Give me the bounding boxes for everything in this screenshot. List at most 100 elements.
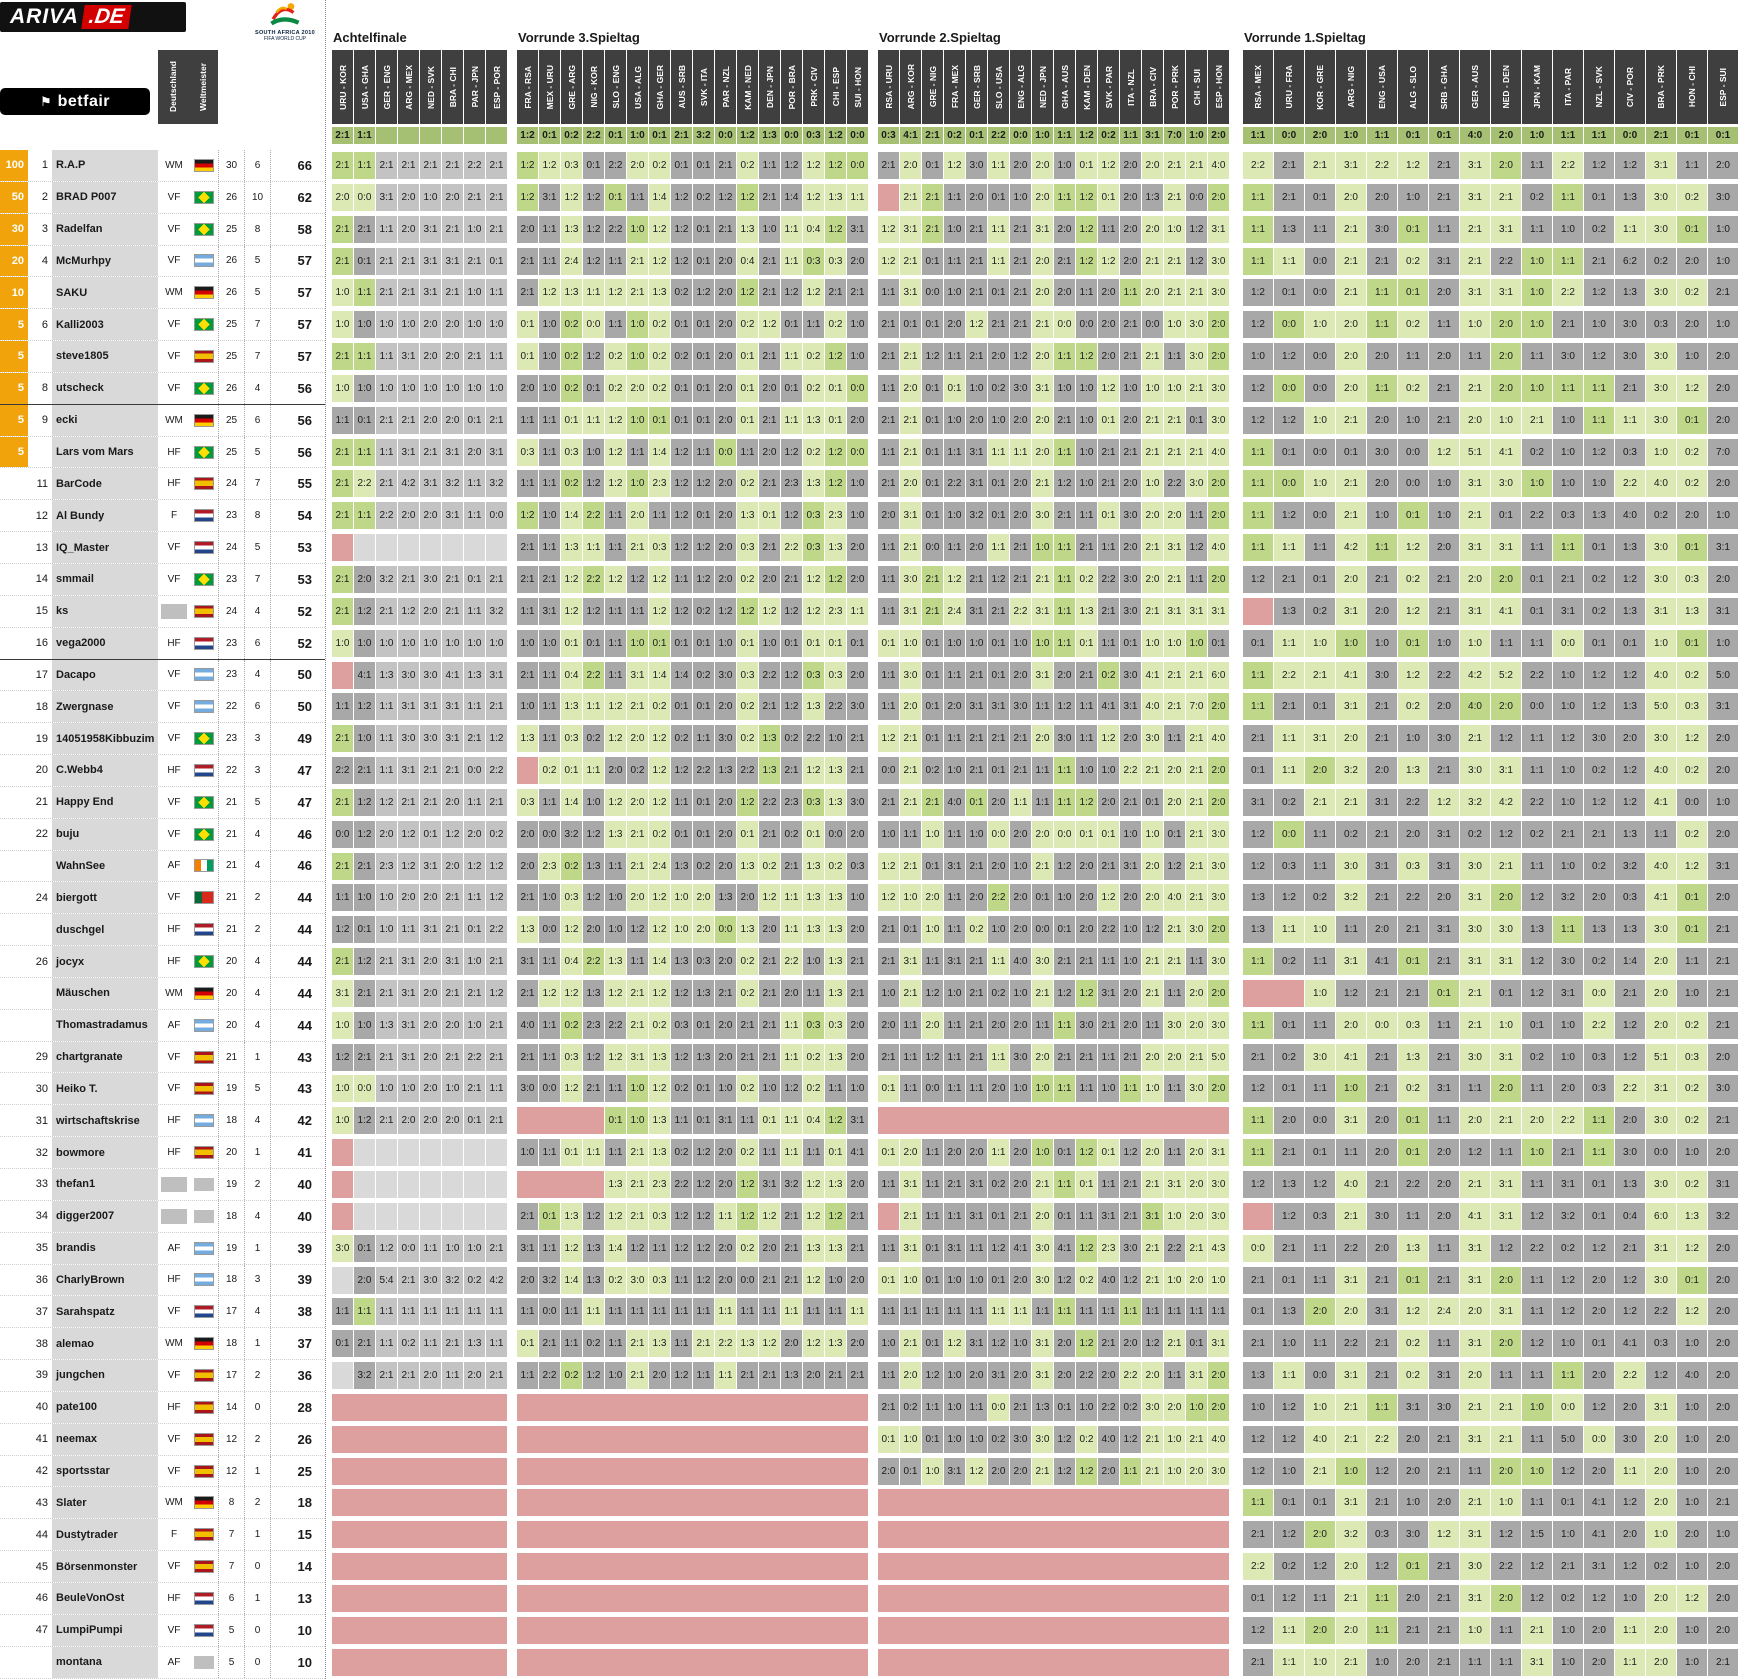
total-points: 57 [270, 309, 318, 341]
prediction-cell: 2:0 [420, 1043, 441, 1071]
prediction-cell: 1:1 [1076, 725, 1097, 753]
prediction-cell: 2:1 [1398, 916, 1428, 944]
prediction-cell: 3:1 [900, 279, 921, 307]
betfair-logo[interactable]: ⚑ betfair [0, 88, 150, 115]
prediction-cell: 3:0 [1032, 948, 1053, 976]
prediction-cell [376, 1171, 397, 1198]
prediction-cell: 2:0 [1164, 1043, 1185, 1071]
prediction-cell: 2:0 [398, 502, 419, 530]
prediction-cell: 1:1 [944, 247, 965, 275]
prediction-cell: 1:2 [988, 1330, 1009, 1358]
prediction-cell: 3:0 [847, 693, 868, 721]
result-cell: 7:0 [1164, 127, 1185, 144]
prediction-cell: 1:3 [605, 820, 626, 848]
stat-tendencies: 6 [218, 1582, 244, 1614]
total-points: 41 [270, 1137, 318, 1168]
prediction-cell: 1:1 [781, 884, 802, 912]
champion-flag-icon [194, 445, 214, 459]
prediction-cell: 1:2 [1615, 1298, 1645, 1326]
match-header: SLO - ENG [605, 50, 626, 124]
match-header-label: SLO - USA [993, 65, 1004, 109]
prediction-cell: 0:3 [1584, 1075, 1614, 1103]
prediction-cell: 4:0 [1615, 502, 1645, 530]
prediction-cell: 2:0 [900, 1362, 921, 1390]
prediction-cell: 1:2 [671, 247, 692, 275]
prediction-cell: 2:1 [900, 788, 921, 816]
champion-flag-icon [194, 763, 214, 777]
prediction-cell: 1:2 [354, 597, 375, 625]
match-header-label: GHA - GER [654, 64, 665, 110]
total-points: 57 [270, 245, 318, 277]
prediction-cell: 3:1 [1336, 152, 1366, 179]
prediction-cell: 1:1 [539, 788, 560, 816]
prediction-cell: 2:1 [1164, 183, 1185, 211]
prediction-cell: 2:1 [1054, 948, 1075, 976]
prediction-cell: 0:1 [922, 629, 943, 657]
prediction-cell: 1:4 [605, 1234, 626, 1262]
prediction-cell: 1:1 [1142, 1298, 1163, 1326]
prediction-cell: 1:1 [1491, 1139, 1521, 1167]
prediction-row: 2:1 2:1 2:1 4:0 0:1 2:0 1:1 1:1 1:1 1:2 2:0 2:1 0:1 2… [878, 787, 1229, 819]
prediction-cell: 3:0 [715, 661, 736, 689]
prediction-cell: 1:2 [966, 311, 987, 339]
prediction-cell: 1:1 [878, 1298, 899, 1326]
player-row: 5 6 Kalli2003 VF 25 7 57 [0, 309, 325, 342]
player-name: vega2000 [52, 627, 158, 659]
prediction-cell: 1:0 [1553, 757, 1583, 785]
prediction-cell: 2:1 [420, 757, 441, 785]
prediction-cell: 1:1 [1522, 343, 1552, 371]
prediction-cell: 1:2 [878, 215, 899, 243]
champion-flag-cell [190, 1615, 218, 1646]
player-row: 34 digger2007 18 4 40 [0, 1200, 325, 1233]
prediction-cell: 3:1 [420, 279, 441, 307]
prediction-cell: 1:3 [1076, 597, 1097, 625]
prediction-row: 0:3 1:1 1:4 1:0 1:2 2:0 1:2 1:1 0:1 2:0 1:2 2:2 2:3 0… [517, 787, 868, 819]
prediction-cell: 0:1 [988, 183, 1009, 211]
prediction-row [332, 1615, 507, 1647]
prediction-cell: 2:1 [759, 247, 780, 275]
prediction-cell: 1:2 [1054, 470, 1075, 498]
stat-tendencies: 17 [218, 1296, 244, 1328]
stat-exact: 4 [244, 1105, 270, 1137]
prediction-cell: 2:1 [486, 693, 507, 721]
prediction-cell: 1:1 [1367, 1393, 1397, 1421]
ariva-logo[interactable]: ARIVA .DE [0, 2, 186, 32]
prediction-cell: 3:1 [1708, 1171, 1738, 1198]
prediction-cell: 1:0 [1491, 406, 1521, 434]
prediction-cell: 2:2 [539, 1362, 560, 1390]
rank-number: 21 [35, 796, 48, 809]
prediction-cell: 0:2 [1646, 1553, 1676, 1581]
prediction-cell: 4:0 [517, 1011, 538, 1039]
prediction-cell: 1:2 [759, 1330, 780, 1358]
prediction-cell: 3:1 [1336, 948, 1366, 976]
prediction-cell: 2:1 [398, 247, 419, 275]
prediction-cell: 1:1 [1615, 1616, 1645, 1644]
match-header-label: ARG - KOR [905, 64, 916, 110]
prediction-cell: 1:2 [1398, 1298, 1428, 1326]
prediction-cell: 2:1 [922, 215, 943, 243]
prediction-cell: 1:0 [464, 1234, 485, 1262]
prediction-cell: 1:0 [1305, 1648, 1335, 1676]
prediction-cell: 2:1 [759, 1043, 780, 1071]
prediction-cell: 3:1 [1429, 1362, 1459, 1390]
prediction-cell: 1:0 [442, 1234, 463, 1262]
prediction-cell: 1:1 [1305, 534, 1335, 562]
prediction-cell: 1:1 [376, 725, 397, 753]
prediction-cell: 2:0 [847, 1330, 868, 1358]
prediction-cell: 1:2 [1243, 1075, 1273, 1103]
total-points: 10 [270, 1646, 318, 1678]
player-name: McMurhpy [52, 245, 158, 277]
prediction-cell: 3:1 [1460, 183, 1490, 211]
champion-flag-cell [190, 1073, 218, 1104]
rank-number: 47 [35, 1624, 48, 1637]
champion-flag-icon [194, 1273, 214, 1287]
prediction-cell: 1:2 [583, 247, 604, 275]
champion-flag-icon [194, 1655, 214, 1669]
prediction-cell: 2:0 [1646, 979, 1676, 1007]
prediction-cell: 2:1 [1186, 279, 1207, 307]
prediction-cell: 3:1 [332, 979, 353, 1007]
prediction-cell: 3:2 [486, 597, 507, 625]
prediction-cell: 0:3 [561, 884, 582, 912]
match-header: HON - CHI [1677, 50, 1707, 124]
prediction-cell: 3:0 [1398, 1521, 1428, 1549]
